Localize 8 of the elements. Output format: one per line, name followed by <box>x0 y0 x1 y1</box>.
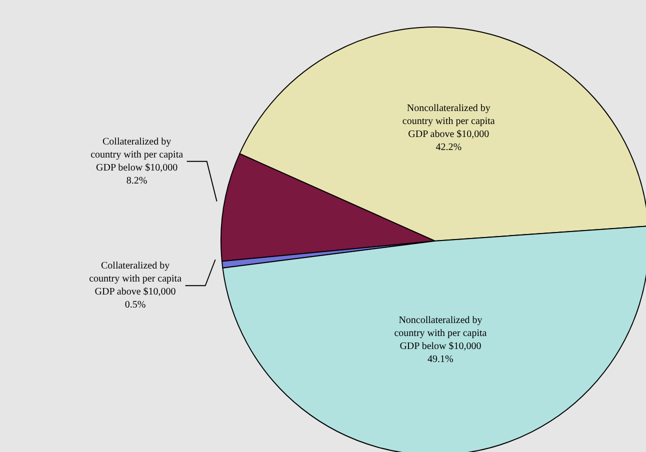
slice-label: Noncollateralized by country with per capita GDP above $10,000 <box>402 103 496 140</box>
data-label: 8.2% <box>126 175 148 186</box>
slice-label: Noncollateralized by country with per capita GDP below $10,000 <box>394 314 488 352</box>
data-label: 49.1% <box>428 354 454 365</box>
slice-label: Collateralized by country with per capita GDP above $10,000 <box>89 260 182 298</box>
data-label: 0.5% <box>124 300 146 311</box>
slice-label: Collateralized by country with per capita GDP below $10,000 <box>90 136 184 174</box>
data-label: 42.2% <box>436 142 462 154</box>
